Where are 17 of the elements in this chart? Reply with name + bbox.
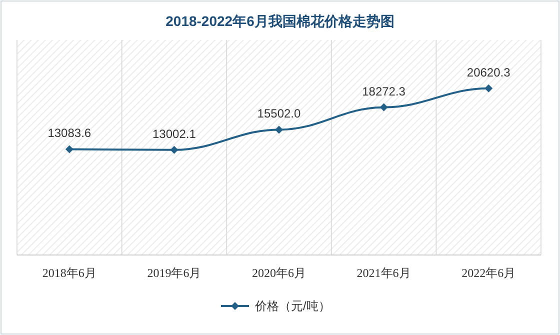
x-tick-label: 2022年6月 xyxy=(462,266,516,280)
x-tick-label: 2019年6月 xyxy=(147,266,202,280)
point xyxy=(484,84,493,92)
point xyxy=(65,145,74,154)
chart-title: 2018-2022年6月我国棉花价格走势图 xyxy=(166,13,394,29)
point xyxy=(170,146,178,154)
data-label: 20620.3 xyxy=(466,65,511,80)
data-label: 18272.3 xyxy=(362,84,406,98)
x-tick-label: 2020年6月 xyxy=(252,266,306,280)
point xyxy=(275,126,283,134)
point xyxy=(380,103,388,112)
data-label: 15502.0 xyxy=(257,106,302,121)
data-label: 13002.1 xyxy=(152,126,196,141)
x-tick-label: 2018年6月 xyxy=(42,266,96,280)
legend-label: 价格（元/吨） xyxy=(254,299,330,313)
x-tick-label: 2021年6月 xyxy=(356,266,411,280)
data-label: 13083.6 xyxy=(48,126,92,140)
